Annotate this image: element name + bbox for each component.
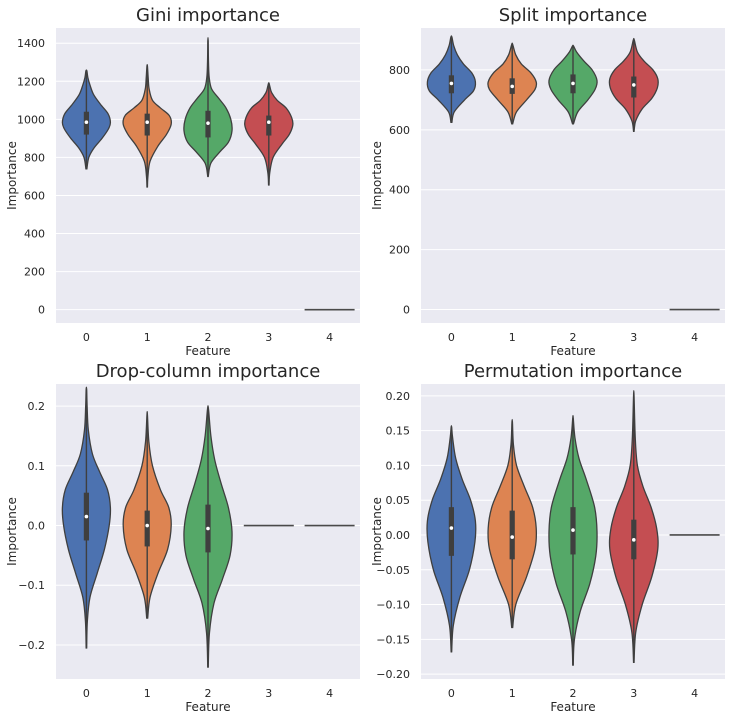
violin-median bbox=[510, 84, 514, 89]
y-tick-label: 0.05 bbox=[386, 494, 411, 507]
x-tick-label: 1 bbox=[509, 687, 516, 700]
x-tick-label: 4 bbox=[691, 331, 698, 344]
x-tick-label: 2 bbox=[570, 687, 577, 700]
x-tick-label: 1 bbox=[144, 687, 151, 700]
x-tick-label: 2 bbox=[570, 331, 577, 344]
violin-iqr-box bbox=[266, 115, 272, 136]
x-tick-label: 4 bbox=[326, 687, 333, 700]
x-axis-label: Feature bbox=[185, 700, 230, 714]
violin-median bbox=[145, 120, 149, 125]
y-tick-label: 400 bbox=[24, 228, 45, 241]
y-tick-label: 0.00 bbox=[386, 529, 411, 542]
violin-median bbox=[571, 81, 575, 86]
x-tick-label: 0 bbox=[83, 331, 90, 344]
y-tick-label: 1200 bbox=[17, 75, 45, 88]
y-axis-label: Importance bbox=[5, 141, 19, 210]
y-tick-label: 0.2 bbox=[28, 400, 46, 413]
x-tick-label: 0 bbox=[83, 687, 90, 700]
y-tick-label: −0.1 bbox=[18, 579, 45, 592]
y-tick-label: 0 bbox=[403, 304, 410, 317]
chart-panel-1: 0 200 400 600 800 0 1 2 3 4 Feature Importance Split… bbox=[370, 5, 725, 358]
x-tick-label: 2 bbox=[205, 687, 212, 700]
chart-title: Drop-column importance bbox=[96, 361, 321, 382]
y-tick-label: 0.1 bbox=[28, 460, 46, 473]
violin-median bbox=[206, 121, 210, 125]
violin-median bbox=[206, 526, 210, 531]
violin-median bbox=[267, 120, 271, 125]
y-tick-label: 1000 bbox=[17, 113, 45, 126]
x-tick-label: 4 bbox=[691, 687, 698, 700]
violin-iqr-box bbox=[144, 510, 150, 547]
y-tick-label: 0.10 bbox=[386, 459, 411, 472]
violin-iqr-box bbox=[448, 507, 454, 556]
x-tick-label: 3 bbox=[630, 687, 637, 700]
violin-median bbox=[449, 81, 454, 86]
y-tick-label: 0.0 bbox=[28, 520, 46, 533]
violin-median bbox=[84, 120, 89, 125]
y-tick-label: 1400 bbox=[17, 37, 45, 50]
y-tick-label: −0.05 bbox=[376, 564, 410, 577]
x-tick-label: 3 bbox=[265, 331, 272, 344]
violin-median bbox=[145, 523, 149, 528]
y-tick-label: −0.20 bbox=[376, 668, 410, 681]
y-axis-label: Importance bbox=[370, 497, 384, 566]
violin-iqr-box bbox=[144, 113, 150, 136]
x-tick-label: 0 bbox=[448, 331, 455, 344]
violin-iqr-box bbox=[631, 76, 637, 98]
y-tick-label: −0.2 bbox=[18, 639, 45, 652]
y-tick-label: 600 bbox=[389, 124, 410, 137]
y-tick-label: 400 bbox=[389, 184, 410, 197]
violin-median bbox=[632, 83, 636, 87]
chart-panel-3: −0.20 −0.15 −0.10 −0.05 0.00 0.05 0.10 0.15 0.20… bbox=[370, 361, 725, 714]
x-tick-label: 0 bbox=[448, 687, 455, 700]
x-tick-label: 1 bbox=[509, 331, 516, 344]
chart-title: Split importance bbox=[499, 5, 647, 26]
y-tick-label: 0 bbox=[38, 304, 45, 317]
violin-median bbox=[571, 528, 575, 532]
y-axis-label: Importance bbox=[5, 497, 19, 566]
chart-panel-2: −0.2 −0.1 0.0 0.1 0.2 0 1 2 3 4 Feature Importance D… bbox=[5, 361, 360, 714]
x-tick-label: 1 bbox=[144, 331, 151, 344]
violin-median bbox=[510, 535, 514, 539]
violin-median bbox=[84, 514, 89, 519]
violin-median bbox=[449, 526, 454, 530]
violin-median bbox=[632, 538, 636, 542]
x-tick-label: 2 bbox=[205, 331, 212, 344]
y-tick-label: 600 bbox=[24, 189, 45, 202]
y-axis-label: Importance bbox=[370, 141, 384, 210]
y-tick-label: −0.15 bbox=[376, 633, 410, 646]
x-axis-label: Feature bbox=[550, 700, 595, 714]
x-tick-label: 4 bbox=[326, 331, 333, 344]
y-tick-label: 0.20 bbox=[386, 390, 411, 403]
x-tick-label: 3 bbox=[630, 331, 637, 344]
chart-title: Gini importance bbox=[136, 5, 280, 26]
y-tick-label: 0.15 bbox=[386, 425, 411, 438]
y-tick-label: 800 bbox=[24, 151, 45, 164]
x-axis-label: Feature bbox=[185, 344, 230, 358]
y-tick-label: 200 bbox=[389, 244, 410, 257]
x-tick-label: 3 bbox=[265, 687, 272, 700]
violin-iqr-box bbox=[509, 510, 515, 560]
y-tick-label: 200 bbox=[24, 266, 45, 279]
y-tick-label: 800 bbox=[389, 64, 410, 77]
x-axis-label: Feature bbox=[550, 344, 595, 358]
y-tick-label: −0.10 bbox=[376, 599, 410, 612]
chart-title: Permutation importance bbox=[464, 361, 682, 382]
chart-panel-0: 0 200 400 600 800 1000 1200 1400 0 1 2 3 4 Feature Imp… bbox=[5, 5, 360, 358]
